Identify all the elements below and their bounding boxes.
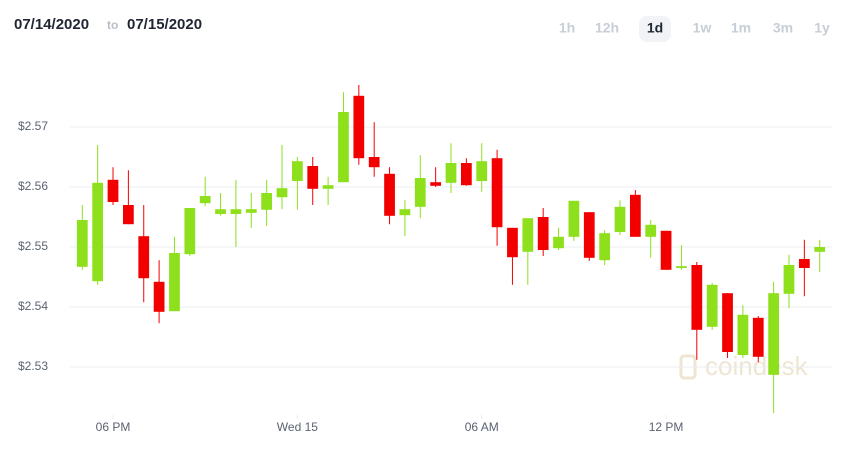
date-separator: to [107,18,118,32]
candle-body [629,194,641,237]
y-tick-label: $2.54 [18,299,48,313]
candle-body [814,247,826,252]
candle-body [92,182,104,282]
candle-body [691,265,703,330]
candle-body [276,188,288,198]
x-tick-label: Wed 15 [277,420,318,434]
candle-body [322,185,334,189]
y-tick-label: $2.53 [18,359,48,373]
candle-body [307,166,319,189]
candle-body [599,233,611,261]
candle-body [384,173,395,216]
candle-body [123,205,134,225]
range-button[interactable]: 12h [595,20,619,36]
range-buttons: 1h 12h 1d 1w 1m 3m 1y [559,16,830,42]
candle-body [737,314,749,355]
range-button[interactable]: 3m [773,20,793,36]
range-button[interactable]: 1y [814,20,830,36]
candle-body [706,284,718,327]
y-tick-label: $2.57 [18,119,48,133]
candle-body [199,196,211,204]
candle-body [430,182,442,186]
candle-body [291,161,303,181]
range-button[interactable]: 1w [693,20,712,36]
candle-body [752,317,764,357]
x-tick-label: 06 PM [96,420,131,434]
x-tick-label: 06 AM [465,420,499,434]
candle-body [768,293,779,375]
range-selected-bg [639,16,671,42]
candle-body [138,236,150,279]
candle-body [522,218,534,252]
candle-body [783,265,795,294]
date-to: 07/15/2020 [127,16,202,33]
candle-body [507,227,518,258]
candle-body [184,208,196,255]
candle-body [553,236,564,249]
candle-body [215,209,226,214]
candle-body [153,281,165,312]
candle-body [169,253,180,312]
candle-body [107,179,119,202]
range-button[interactable]: 1m [731,20,751,36]
candle-body [399,209,411,216]
range-button[interactable]: 1d [647,20,663,36]
candle-body [583,212,595,258]
x-tick-label: 12 PM [649,420,684,434]
candle-body [353,95,365,159]
candle-body [722,293,733,352]
candle-body [245,209,257,213]
candle-body [676,266,687,268]
candle-body [798,259,810,268]
y-tick-label: $2.55 [18,239,48,253]
candle-body [660,230,672,270]
date-from: 07/14/2020 [14,16,89,33]
candle-body [368,157,380,168]
candle-body [230,209,242,214]
candle-body [537,217,549,250]
candle-body [460,163,472,186]
candle-body [645,224,657,237]
candle-body [338,112,349,183]
candle-body [568,200,580,237]
candle-body [261,193,273,210]
candle-body [476,161,488,181]
candle-body [491,158,503,228]
candle-body [614,206,626,232]
y-tick-label: $2.56 [18,179,48,193]
range-button[interactable]: 1h [559,20,575,36]
candle-body [76,220,88,267]
candle-body [414,178,426,207]
candle-body [445,163,457,183]
